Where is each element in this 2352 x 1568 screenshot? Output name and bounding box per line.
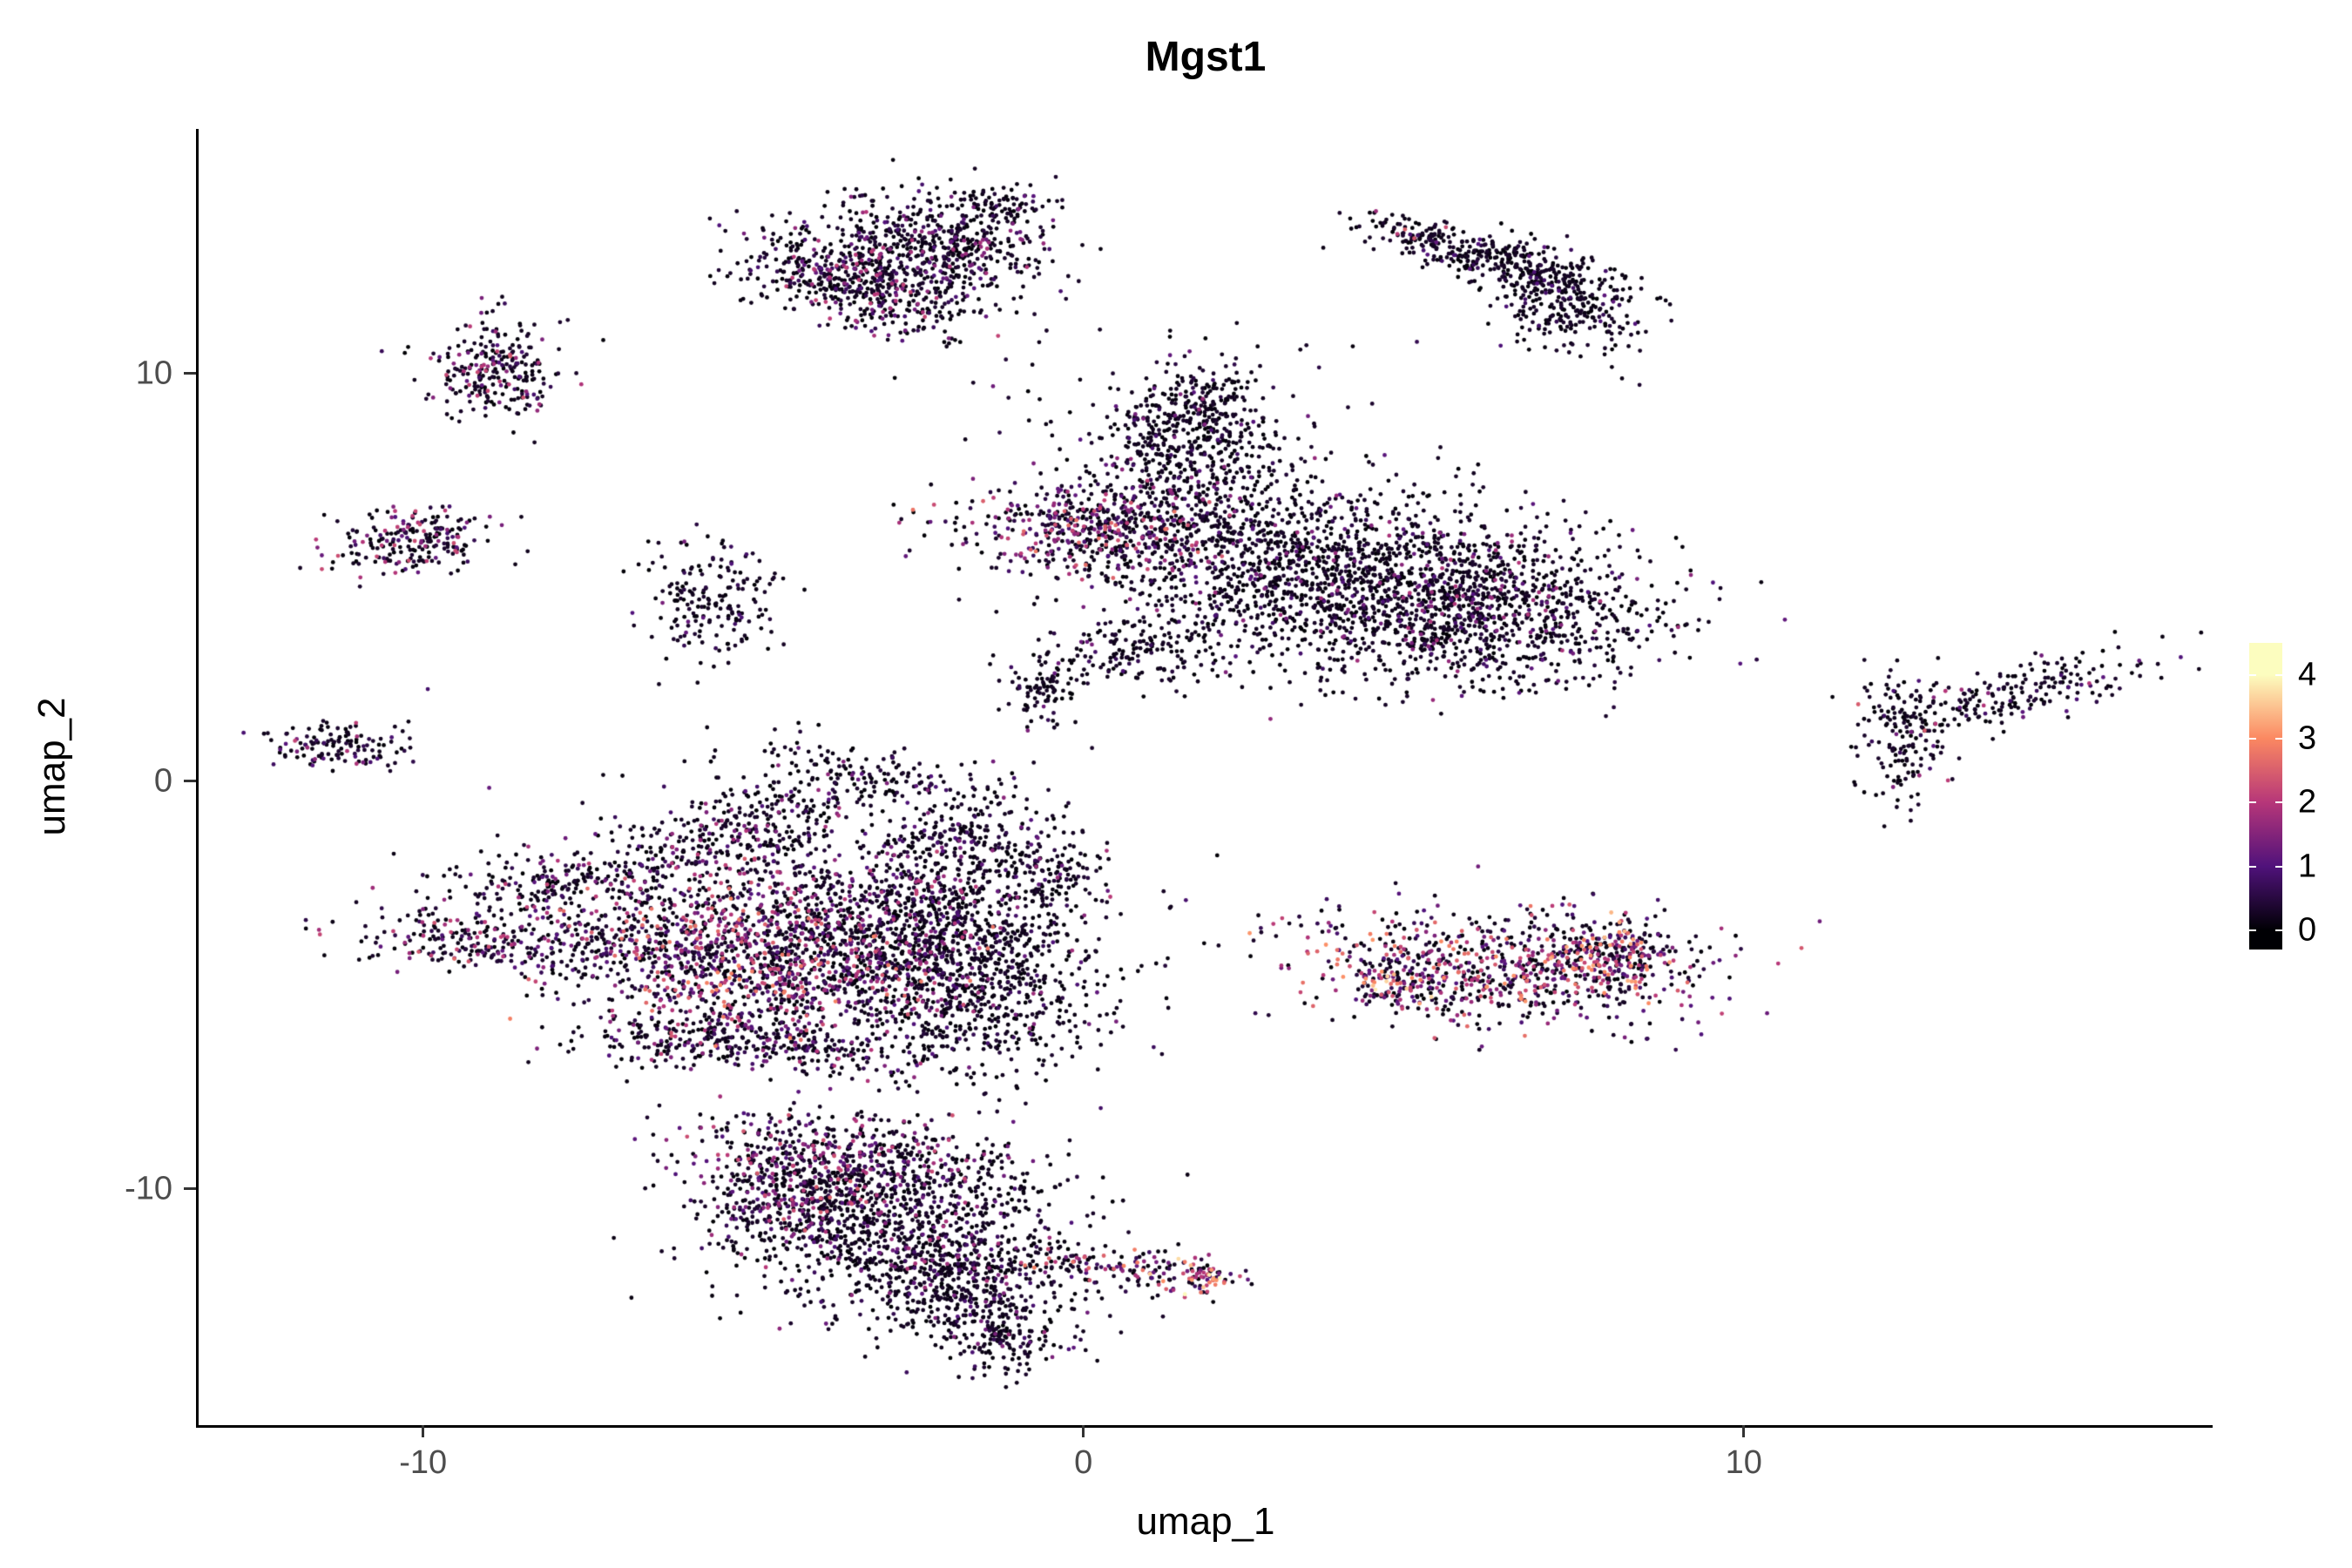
y-axis-tick-mark xyxy=(184,780,196,783)
y-tick-label: 0 xyxy=(153,762,172,800)
colorbar-tick-mark xyxy=(2249,865,2256,868)
colorbar-legend: 4 3 2 1 0 xyxy=(2249,643,2352,950)
colorbar-tick-mark xyxy=(2275,865,2282,868)
umap-scatter-canvas xyxy=(199,129,2213,1425)
colorbar-tick-mark xyxy=(2275,673,2282,676)
y-axis-tick-mark xyxy=(184,1187,196,1191)
x-tick-label: -10 xyxy=(399,1444,448,1481)
colorbar-tick-mark xyxy=(2249,738,2256,740)
y-tick-label: 10 xyxy=(135,355,172,392)
colorbar-tick-mark xyxy=(2275,738,2282,740)
colorbar-tick-mark xyxy=(2275,801,2282,804)
colorbar-tick-label: 1 xyxy=(2298,848,2317,885)
colorbar-tick-label: 0 xyxy=(2298,911,2317,949)
y-axis-line xyxy=(196,129,199,1425)
plot-area: -10 0 10 -10 0 10 xyxy=(125,129,2213,1481)
colorbar-tick-mark xyxy=(2249,801,2256,804)
x-axis-line xyxy=(196,1425,2213,1428)
y-axis-tick-mark xyxy=(184,372,196,375)
colorbar-tick-label: 2 xyxy=(2298,783,2317,821)
x-axis-tick-mark xyxy=(1082,1425,1085,1437)
x-axis-tick-mark xyxy=(1742,1425,1746,1437)
y-axis-label: umap_2 xyxy=(30,697,73,836)
x-axis-tick-mark xyxy=(422,1425,425,1437)
y-tick-label: -10 xyxy=(125,1170,172,1207)
colorbar-gradient xyxy=(2249,643,2282,950)
colorbar-tick-mark xyxy=(2275,929,2282,931)
x-tick-label: 10 xyxy=(1725,1444,1762,1481)
colorbar-tick-mark xyxy=(2249,673,2256,676)
plot-title: Mgst1 xyxy=(1145,34,1267,80)
colorbar-tick-label: 3 xyxy=(2298,720,2317,757)
x-tick-label: 0 xyxy=(1074,1444,1093,1481)
colorbar-tick-label: 4 xyxy=(2298,656,2317,693)
colorbar-tick-mark xyxy=(2249,929,2256,931)
x-axis-label: umap_1 xyxy=(1136,1500,1275,1543)
